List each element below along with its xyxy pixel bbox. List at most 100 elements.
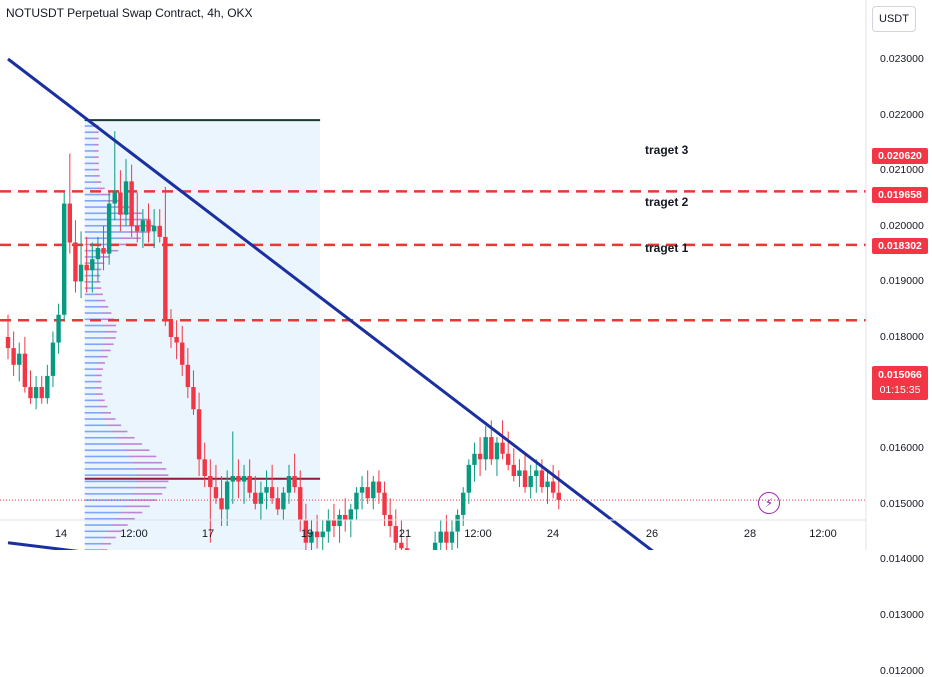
volume-profile-bar: [135, 468, 167, 470]
volume-profile-bar: [129, 455, 157, 458]
candle-body: [281, 492, 286, 510]
volume-profile-bar: [84, 468, 136, 470]
volume-profile-bar: [84, 542, 102, 545]
volume-profile-bar: [84, 405, 99, 408]
volume-profile-bar: [84, 374, 96, 377]
volume-profile-bar: [93, 168, 100, 171]
volume-profile-bar: [84, 486, 136, 489]
candle-body: [253, 492, 258, 504]
candle-body: [157, 225, 162, 237]
volume-profile-bar: [84, 436, 116, 439]
volume-profile-bar: [127, 224, 154, 227]
candle-body: [146, 220, 151, 232]
volume-profile-bar: [84, 206, 114, 208]
candle-body: [466, 464, 472, 493]
candle-body: [292, 476, 297, 488]
volume-profile-bar: [84, 237, 120, 240]
lightning-bolt-icon[interactable]: ⚡: [758, 492, 780, 514]
volume-profile-bar: [84, 449, 125, 452]
candle-body: [528, 476, 533, 488]
candle-body: [236, 476, 241, 482]
candle-body: [343, 514, 348, 521]
candle-body: [17, 353, 22, 365]
candle-body: [5, 337, 11, 349]
time-tick-label: 17: [201, 528, 215, 540]
price-tick-label: 0.020000: [880, 219, 924, 232]
price-tick-label: 0.023000: [880, 53, 924, 65]
candle-body: [174, 337, 179, 343]
candle-body: [230, 476, 235, 482]
candle-body: [354, 492, 359, 510]
candle-body: [84, 264, 89, 271]
target-3-label: traget 3: [645, 143, 689, 157]
candle-body: [33, 387, 39, 399]
volume-profile-bar: [84, 343, 103, 346]
price-tick-label: 0.016000: [880, 442, 924, 455]
time-tick-label: 12:00: [809, 528, 837, 540]
volume-profile-bar: [93, 150, 99, 152]
volume-profile-bar: [136, 480, 169, 483]
candle-body: [202, 459, 207, 476]
bar-countdown: 01:15:35: [879, 384, 921, 396]
current-price: 0.015066: [878, 369, 922, 381]
volume-profile-bar: [96, 368, 103, 370]
candle-body: [461, 492, 466, 515]
volume-profile-bar: [102, 343, 114, 346]
candle-body: [393, 526, 398, 543]
candle-body: [444, 531, 449, 543]
volume-profile-bar: [93, 137, 99, 140]
volume-profile-bar: [103, 536, 116, 539]
candle-body: [556, 492, 561, 500]
candle-body: [534, 470, 539, 476]
volume-profile-bar: [84, 249, 106, 252]
volume-profile-bar: [105, 249, 119, 252]
price-tick-label: 0.018000: [880, 331, 924, 343]
candle-body: [505, 453, 511, 465]
volume-profile-bar: [100, 256, 110, 258]
price-tick-label: 0.014000: [880, 553, 924, 566]
volume-profile-bar: [84, 231, 126, 233]
candle-body: [78, 264, 84, 282]
volume-profile-bar: [84, 368, 97, 370]
volume-profile-bar: [135, 486, 167, 489]
volume-profile-bar: [84, 293, 96, 296]
currency-button[interactable]: USDT: [872, 6, 916, 32]
volume-profile-bar: [84, 443, 121, 445]
volume-profile-bar: [94, 175, 100, 177]
volume-profile-bar: [84, 200, 107, 202]
candle-body: [180, 342, 185, 365]
volume-profile-bar: [111, 524, 128, 526]
price-chart[interactable]: [0, 0, 932, 550]
candle-body: [140, 220, 146, 232]
volume-profile-bar: [84, 480, 137, 483]
time-tick-label: 26: [645, 528, 659, 540]
candle-body: [477, 453, 483, 460]
volume-profile-bar: [84, 268, 96, 271]
candle-body: [472, 453, 477, 465]
volume-profile-bar: [84, 299, 98, 302]
candle-body: [224, 481, 230, 510]
candle-body: [303, 520, 309, 543]
candle-body: [455, 514, 460, 532]
volume-profile-bar: [132, 493, 163, 495]
volume-profile-bar: [97, 187, 105, 190]
volume-profile-bar: [84, 461, 133, 464]
volume-profile-bar: [84, 493, 133, 495]
volume-profile-bar: [84, 193, 101, 196]
volume-profile-bar: [104, 324, 117, 327]
target-2-price-tag: 0.019658: [872, 187, 928, 203]
volume-profile-bar: [84, 324, 105, 327]
volume-profile-bar: [93, 131, 99, 134]
candle-body: [118, 192, 123, 215]
candle-body: [449, 531, 455, 543]
price-tick-label: 0.021000: [880, 164, 924, 177]
candle-body: [376, 481, 382, 493]
volume-profile-bar: [103, 418, 116, 420]
volume-profile-bar: [100, 412, 111, 414]
volume-profile-bar: [84, 399, 98, 402]
volume-profile-bar: [95, 293, 103, 296]
volume-profile-bar: [115, 518, 135, 520]
volume-profile-bar: [84, 187, 98, 190]
candle-body: [483, 437, 488, 460]
volume-profile-bar: [101, 312, 112, 314]
